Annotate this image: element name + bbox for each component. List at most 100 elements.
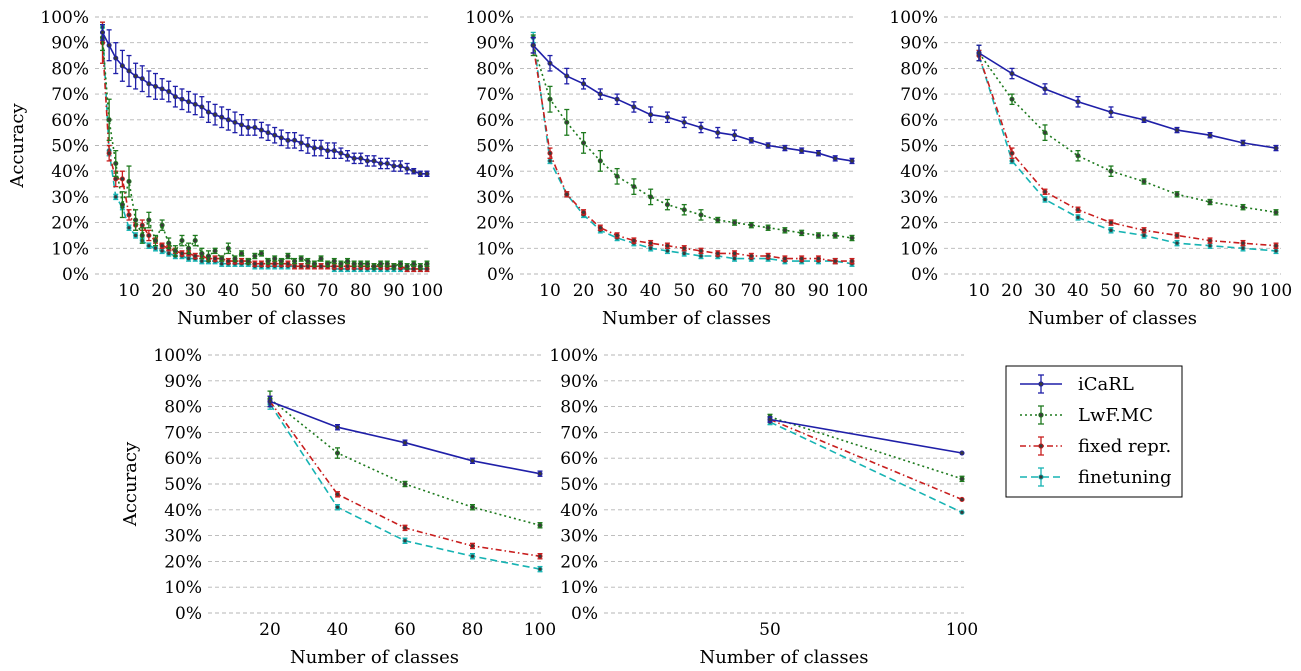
data-point bbox=[537, 566, 543, 572]
data-point bbox=[1273, 209, 1279, 215]
data-point bbox=[133, 73, 139, 79]
data-point bbox=[1207, 238, 1213, 244]
data-point bbox=[159, 243, 165, 249]
data-point bbox=[1141, 227, 1147, 233]
data-point bbox=[219, 256, 225, 262]
data-point bbox=[106, 117, 112, 123]
data-point bbox=[1240, 140, 1246, 146]
y-tick-label: 40% bbox=[51, 162, 89, 182]
data-point bbox=[648, 240, 654, 246]
legend-marker bbox=[1038, 412, 1044, 418]
data-point bbox=[245, 124, 251, 131]
data-point bbox=[581, 81, 587, 87]
data-point bbox=[212, 112, 218, 118]
data-point bbox=[537, 522, 543, 528]
data-point bbox=[152, 238, 159, 244]
data-point bbox=[325, 261, 331, 267]
data-point bbox=[113, 160, 119, 167]
data-point bbox=[239, 250, 245, 256]
y-tick-label: 80% bbox=[476, 59, 514, 79]
data-point bbox=[113, 194, 119, 200]
data-point bbox=[292, 137, 298, 143]
data-point bbox=[364, 158, 370, 164]
y-tick-label: 0% bbox=[571, 604, 598, 624]
data-point bbox=[799, 256, 805, 262]
data-point bbox=[424, 171, 430, 177]
data-point bbox=[311, 145, 317, 151]
x-tick-label: 20 bbox=[151, 281, 173, 301]
y-tick-label: 20% bbox=[51, 214, 89, 234]
data-point bbox=[152, 245, 159, 251]
x-tick-label: 40 bbox=[1067, 281, 1089, 301]
data-point bbox=[99, 29, 106, 35]
y-tick-label: 10% bbox=[900, 239, 938, 259]
data-point bbox=[265, 258, 271, 264]
y-tick-label: 60% bbox=[51, 111, 89, 131]
data-point bbox=[172, 248, 178, 254]
data-point bbox=[1273, 248, 1279, 254]
data-point bbox=[564, 191, 570, 197]
x-tick-label: 20 bbox=[573, 281, 595, 301]
chart-panel-4: 0% 10% 20% 30% 40% 50% 60% 70% 80% 90% 100% 20 40 60 8… bbox=[120, 346, 556, 668]
y-tick-label: 100% bbox=[40, 8, 89, 28]
data-point bbox=[815, 232, 821, 238]
data-point bbox=[402, 538, 408, 544]
y-tick-label: 50% bbox=[900, 137, 938, 157]
series-line-fixed-repr bbox=[769, 418, 963, 501]
series-fixed-repr bbox=[976, 49, 1279, 249]
x-tick-label: 100 bbox=[836, 281, 868, 301]
x-tick-label: 50 bbox=[1100, 281, 1122, 301]
y-tick-label: 80% bbox=[164, 398, 202, 418]
y-tick-label: 70% bbox=[164, 423, 202, 443]
data-point bbox=[1009, 150, 1015, 156]
data-point bbox=[404, 263, 410, 269]
data-point bbox=[597, 91, 603, 97]
data-point bbox=[648, 245, 654, 251]
x-tick-label: 40 bbox=[327, 620, 349, 640]
data-point bbox=[614, 232, 620, 238]
data-point bbox=[166, 240, 172, 246]
data-point bbox=[799, 230, 805, 236]
x-tick-label: 60 bbox=[1133, 281, 1155, 301]
data-point bbox=[1141, 117, 1147, 123]
data-point bbox=[469, 543, 476, 549]
data-point bbox=[681, 207, 687, 213]
data-point bbox=[239, 122, 245, 128]
data-point bbox=[292, 258, 298, 264]
data-point bbox=[614, 173, 620, 179]
data-point bbox=[159, 248, 165, 254]
data-point bbox=[748, 137, 754, 143]
series-lwf-mc bbox=[976, 44, 1279, 216]
data-point bbox=[1108, 168, 1114, 174]
y-tick-label: 60% bbox=[900, 111, 938, 131]
data-point bbox=[192, 253, 198, 259]
y-tick-label: 40% bbox=[560, 501, 598, 521]
series-line-icarl bbox=[978, 52, 1277, 149]
data-point bbox=[631, 184, 637, 190]
data-point bbox=[815, 150, 821, 156]
series-line-lwf-mc bbox=[101, 37, 428, 268]
data-point bbox=[1240, 204, 1246, 210]
data-point bbox=[832, 258, 838, 264]
data-point bbox=[119, 63, 125, 69]
series-icarl bbox=[530, 36, 855, 165]
data-point bbox=[285, 137, 291, 143]
data-point bbox=[402, 440, 408, 446]
data-point bbox=[305, 263, 311, 269]
data-point bbox=[334, 450, 341, 456]
data-point bbox=[469, 504, 476, 510]
data-point bbox=[225, 258, 231, 264]
data-point bbox=[278, 135, 284, 141]
y-tick-label: 20% bbox=[164, 552, 202, 572]
y-tick-label: 20% bbox=[560, 552, 598, 572]
x-tick-label: 80 bbox=[774, 281, 796, 301]
y-tick-label: 100% bbox=[465, 8, 514, 28]
x-tick-label: 90 bbox=[1232, 281, 1254, 301]
y-tick-label: 30% bbox=[900, 188, 938, 208]
data-point bbox=[959, 496, 965, 503]
data-point bbox=[219, 261, 225, 267]
series-fixed-repr bbox=[767, 416, 965, 503]
data-point bbox=[278, 258, 284, 264]
y-tick-label: 90% bbox=[900, 34, 938, 54]
